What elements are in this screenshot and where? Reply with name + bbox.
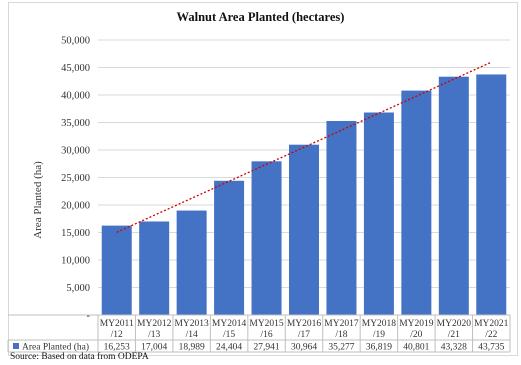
y-tick-label: 15,000 <box>61 228 90 239</box>
chart-title: Walnut Area Planted (hectares) <box>176 10 345 24</box>
x-tick-label: /21 <box>448 330 460 340</box>
bar <box>326 120 357 315</box>
y-tick-label: 45,000 <box>61 63 90 74</box>
bar <box>251 161 282 315</box>
data-label: 43,735 <box>478 343 504 353</box>
x-tick-label: MY2016 <box>287 319 322 329</box>
x-tick-label: /12 <box>111 330 123 340</box>
x-tick-label: MY2015 <box>249 319 284 329</box>
x-tick-label: /14 <box>186 330 198 340</box>
trendline <box>116 61 492 233</box>
y-tick-label: 50,000 <box>61 36 90 47</box>
x-tick-label: MY2018 <box>362 319 397 329</box>
x-tick-label: MY2019 <box>399 319 434 329</box>
x-tick-label: /17 <box>298 330 310 340</box>
legend-swatch <box>13 343 19 349</box>
data-label: 35,277 <box>328 343 354 353</box>
y-tick-label: 25,000 <box>61 173 90 184</box>
bar <box>289 144 319 315</box>
bar <box>139 221 170 315</box>
data-label: 24,404 <box>216 343 242 353</box>
y-tick-label: 35,000 <box>61 118 90 129</box>
bar <box>476 74 507 316</box>
source-note: Source: Based on data from ODEPA <box>10 352 149 362</box>
data-label: 43,328 <box>441 343 467 353</box>
data-label: 27,941 <box>253 343 279 353</box>
x-tick-label: MY2012 <box>137 319 172 329</box>
x-tick-label: /19 <box>373 330 385 340</box>
bar <box>101 225 132 315</box>
data-label: 16,253 <box>104 343 130 353</box>
y-tick-label: 20,000 <box>61 201 90 212</box>
x-tick-label: MY2021 <box>474 319 509 329</box>
data-label: 17,004 <box>141 343 167 353</box>
x-tick-label: MY2013 <box>174 319 209 329</box>
bar <box>363 112 394 315</box>
x-tick-label: /16 <box>260 330 272 340</box>
bar <box>176 210 207 315</box>
x-tick-label: /13 <box>148 330 160 340</box>
x-tick-label: MY2017 <box>324 319 359 329</box>
y-tick-label: 40,000 <box>61 91 90 102</box>
x-tick-label: /20 <box>410 330 422 340</box>
y-tick-label: - <box>87 311 91 322</box>
y-tick-label: 30,000 <box>61 146 90 157</box>
x-tick-label: /18 <box>335 330 347 340</box>
x-tick-label: /15 <box>223 330 235 340</box>
y-tick-label: 10,000 <box>61 256 90 267</box>
x-tick-label: MY2014 <box>212 319 247 329</box>
data-label: 40,801 <box>403 343 429 353</box>
bar <box>214 180 245 315</box>
data-label: 30,964 <box>291 343 317 353</box>
data-label: 36,819 <box>366 343 392 353</box>
bar <box>438 76 469 315</box>
x-tick-label: MY2020 <box>437 319 472 329</box>
legend-label: Area Planted (ha) <box>22 342 89 353</box>
x-tick-label: MY2011 <box>100 319 134 329</box>
data-label: 18,989 <box>179 343 205 353</box>
bar <box>401 90 432 315</box>
y-tick-label: 5,000 <box>66 283 90 294</box>
x-tick-label: /22 <box>485 330 497 340</box>
